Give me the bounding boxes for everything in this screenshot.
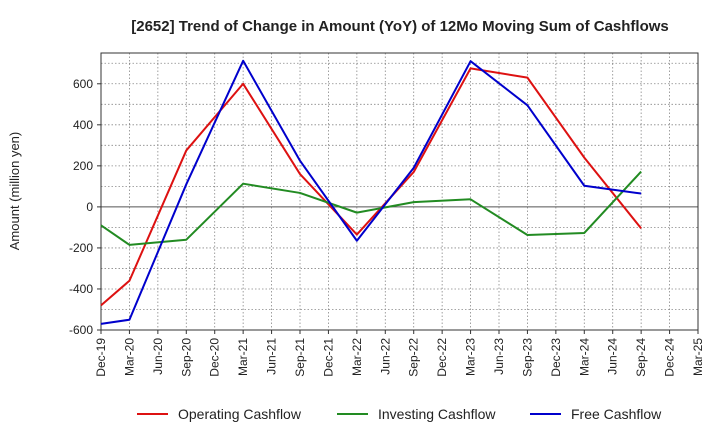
y-tick-label: 0 xyxy=(86,200,93,214)
x-tick-label: Sep-23 xyxy=(520,338,534,377)
legend: Operating Cashflow Investing Cashflow Free… xyxy=(137,406,662,422)
x-tick-label: Dec-24 xyxy=(663,338,677,377)
x-tick-label: Jun-24 xyxy=(606,338,620,375)
legend-label-operating-cashflow: Operating Cashflow xyxy=(178,406,302,422)
x-tick-label: Dec-20 xyxy=(208,338,222,377)
series-line-operating-cashflow xyxy=(100,67,642,307)
x-tick-label: Mar-21 xyxy=(236,338,250,376)
x-tick-label: Mar-20 xyxy=(122,338,136,376)
legend-label-free-cashflow: Free Cashflow xyxy=(571,406,662,422)
x-tick-label: Sep-21 xyxy=(293,338,307,377)
y-tick-label: -400 xyxy=(69,282,93,296)
y-tick-label: 200 xyxy=(73,159,93,173)
x-tick-label: Mar-25 xyxy=(691,338,705,376)
series-line-free-cashflow xyxy=(100,59,642,325)
series-layer xyxy=(100,59,642,325)
x-tick-label: Dec-19 xyxy=(94,338,108,377)
y-tick-label: -200 xyxy=(69,241,93,255)
chart-title: [2652] Trend of Change in Amount (YoY) o… xyxy=(131,18,669,35)
x-tick-label: Dec-21 xyxy=(321,338,335,377)
x-tick-label: Sep-20 xyxy=(179,338,193,377)
x-tick-label: Mar-23 xyxy=(464,338,478,376)
y-tick-label: -600 xyxy=(69,323,93,337)
y-tick-label: 400 xyxy=(73,118,93,132)
x-tick-label: Sep-22 xyxy=(407,338,421,377)
x-tick-label: Jun-20 xyxy=(151,338,165,375)
x-tick-label: Jun-21 xyxy=(265,338,279,375)
x-tick-label: Dec-23 xyxy=(549,338,563,377)
legend-label-investing-cashflow: Investing Cashflow xyxy=(378,406,496,422)
x-tick-label: Jun-23 xyxy=(492,338,506,375)
x-tick-label: Sep-24 xyxy=(634,338,648,377)
x-axis: Dec-19 Mar-20 Jun-20 Sep-20 Dec-20 Mar-21 Jun-… xyxy=(94,330,705,377)
x-tick-label: Mar-22 xyxy=(350,338,364,376)
x-tick-label: Mar-24 xyxy=(577,338,591,376)
plot-frame xyxy=(100,52,699,331)
y-axis: -600 -400 -200 0 200 400 600 xyxy=(69,77,101,337)
series-line-investing-cashflow xyxy=(100,170,642,246)
y-axis-label: Amount (million yen) xyxy=(7,132,22,251)
y-tick-label: 600 xyxy=(73,77,93,91)
x-tick-label: Jun-22 xyxy=(378,338,392,375)
x-tick-label: Dec-22 xyxy=(435,338,449,377)
grid-layer xyxy=(101,53,698,330)
